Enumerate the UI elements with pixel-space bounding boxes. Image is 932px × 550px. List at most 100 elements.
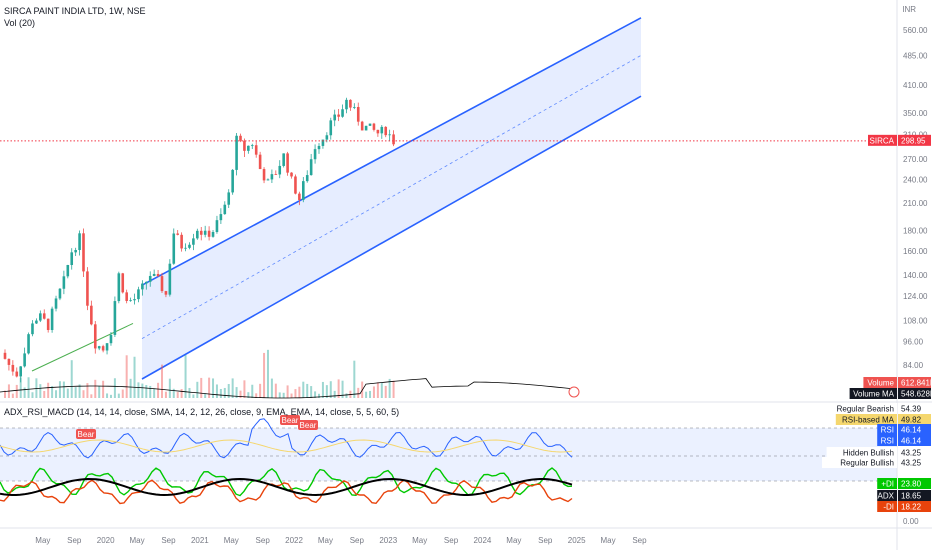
candle xyxy=(90,300,93,326)
y-tick-label: 108.00 xyxy=(903,317,928,326)
volume-bar xyxy=(82,390,85,398)
volume-ma-tag-name-box xyxy=(849,388,897,399)
y-tick-label: 124.00 xyxy=(903,292,928,301)
candle xyxy=(341,104,344,118)
volume-bar xyxy=(329,381,332,398)
x-tick-label: 2025 xyxy=(568,536,586,545)
volume-bar xyxy=(376,382,379,398)
volume-bar xyxy=(109,394,112,398)
candle xyxy=(66,264,70,279)
indicator-tag-name-box xyxy=(822,457,897,468)
candle xyxy=(239,133,242,143)
candle-body xyxy=(258,154,262,170)
candle-body xyxy=(388,134,391,136)
candle-body xyxy=(15,371,19,377)
volume-bar xyxy=(70,360,73,398)
volume-bar xyxy=(306,383,309,398)
x-tick-label: 2020 xyxy=(97,536,115,545)
x-tick-label: May xyxy=(600,536,615,545)
candle xyxy=(345,97,348,114)
candle xyxy=(270,169,274,183)
volume-bar xyxy=(74,387,77,398)
candle-body xyxy=(58,288,62,299)
candle-body xyxy=(168,263,172,295)
candle xyxy=(266,178,270,181)
x-tick-label: Sep xyxy=(538,536,553,545)
volume-bar xyxy=(247,392,250,398)
volume-bar xyxy=(15,384,18,398)
y-tick-label: 560.00 xyxy=(903,26,928,35)
volume-bar xyxy=(294,389,297,398)
candle-body xyxy=(298,193,301,200)
minus-di-line xyxy=(0,479,573,505)
candle xyxy=(133,293,136,305)
indicator-tag: RSI-based MA 49.82 xyxy=(835,414,931,425)
candle xyxy=(231,169,234,195)
candle-body xyxy=(239,135,242,141)
candle-body xyxy=(188,244,191,248)
volume-bar xyxy=(298,386,301,398)
candle-body xyxy=(66,265,70,277)
indicator-tag-value-box xyxy=(898,457,931,468)
bear-label: Bear xyxy=(280,415,300,425)
bear-label-text: Bear xyxy=(282,416,299,425)
rsi-ma-line xyxy=(0,439,573,453)
volume-bar xyxy=(212,378,215,398)
volume-bar xyxy=(388,378,391,398)
volume-bar xyxy=(58,381,61,398)
candle xyxy=(180,232,183,252)
indicator-tag-value-box xyxy=(898,478,931,489)
volume-bar xyxy=(215,384,218,398)
y-tick-label: 210.00 xyxy=(903,199,928,208)
candle-body xyxy=(353,106,356,108)
volume-bar xyxy=(153,388,156,398)
candle xyxy=(42,309,46,320)
candle-body xyxy=(309,159,313,176)
candle-body xyxy=(203,230,207,235)
candle xyxy=(298,191,301,206)
y-tick-label: 410.00 xyxy=(903,81,928,90)
candle-body xyxy=(321,139,325,146)
candle-body xyxy=(31,323,34,335)
candle xyxy=(113,296,117,338)
indicator-tag-value: 49.82 xyxy=(901,416,922,425)
candle xyxy=(313,144,317,164)
volume-bar xyxy=(164,391,167,398)
candle-body xyxy=(113,301,117,335)
candle-body xyxy=(70,252,74,266)
candle-body xyxy=(42,313,46,319)
indicator-tag-name: Regular Bearish xyxy=(837,405,894,414)
candle-body xyxy=(376,129,380,134)
volume-bar xyxy=(278,392,281,398)
candle-body xyxy=(313,149,317,160)
volume-bar xyxy=(208,377,211,398)
candle xyxy=(74,247,77,257)
candle xyxy=(15,367,19,378)
volume-bar xyxy=(23,387,26,398)
indicator-tag-value-box xyxy=(898,435,931,446)
price-tag-value-box xyxy=(898,134,931,146)
volume-bar xyxy=(172,388,175,398)
candle-body xyxy=(137,289,140,300)
candle-body xyxy=(196,230,199,239)
candle xyxy=(3,349,7,360)
indicator-tag-name: +DI xyxy=(881,480,894,489)
adx-line xyxy=(0,477,573,497)
volume-bar xyxy=(51,386,54,398)
candle xyxy=(23,347,26,368)
time-axis[interactable]: May Sep 2020 May Sep 2021 May Sep 2022 May Sep 2023… xyxy=(0,527,932,545)
volume-bar xyxy=(286,385,289,398)
volume-bar xyxy=(318,393,320,398)
candle-body xyxy=(141,283,144,290)
candle-body xyxy=(262,169,266,181)
candle xyxy=(294,174,297,195)
y-tick-label: 485.00 xyxy=(903,51,928,60)
candle-body xyxy=(156,273,160,277)
candle-body xyxy=(286,153,289,173)
candle-body xyxy=(254,145,258,155)
candle xyxy=(353,103,356,110)
candle-body xyxy=(62,276,66,289)
candle-body xyxy=(199,230,203,235)
candle xyxy=(235,133,238,176)
